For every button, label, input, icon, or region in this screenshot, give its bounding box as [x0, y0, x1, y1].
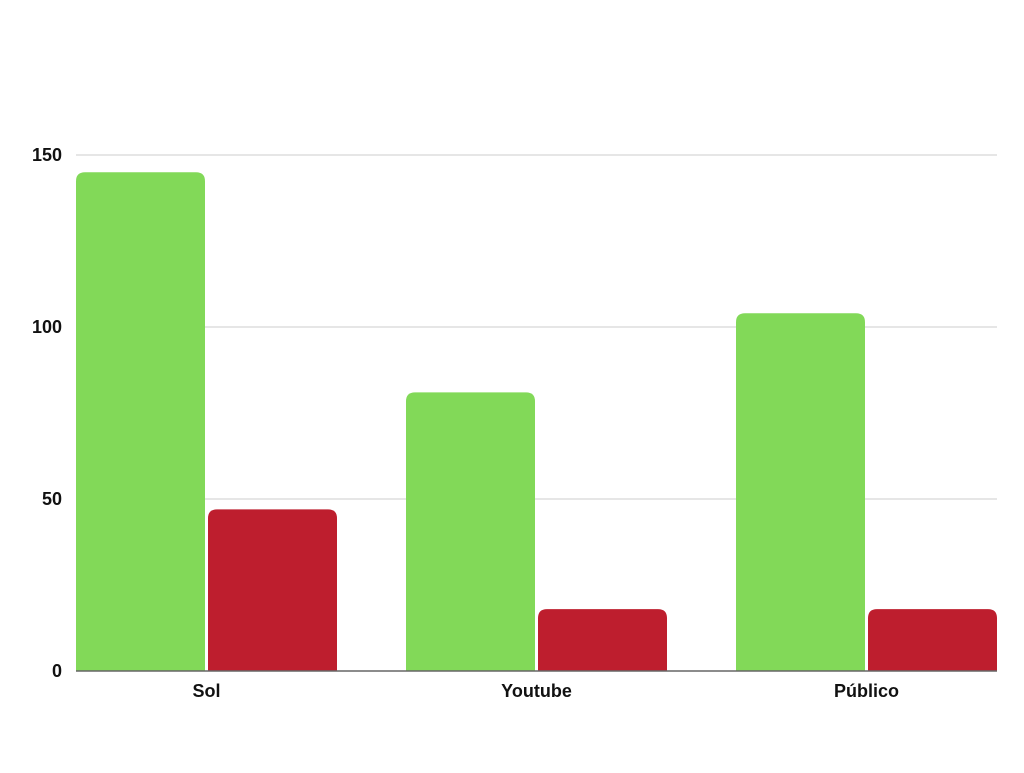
- bar-pblico-series-2: [868, 609, 997, 671]
- y-tick-label: 50: [42, 489, 62, 509]
- bars: [76, 172, 997, 671]
- x-category-label: Youtube: [501, 681, 572, 701]
- labels: 0 50 100 150 Sol Youtube Público: [32, 145, 899, 701]
- y-tick-label: 100: [32, 317, 62, 337]
- x-category-label: Sol: [192, 681, 220, 701]
- x-category-label: Público: [834, 681, 899, 701]
- bar-sol-series-2: [208, 509, 337, 671]
- bar-youtube-series-2: [538, 609, 667, 671]
- y-tick-label: 150: [32, 145, 62, 165]
- bar-sol-series-1: [76, 172, 205, 671]
- y-tick-label: 0: [52, 661, 62, 681]
- bar-youtube-series-1: [406, 392, 535, 671]
- bar-pblico-series-1: [736, 313, 865, 671]
